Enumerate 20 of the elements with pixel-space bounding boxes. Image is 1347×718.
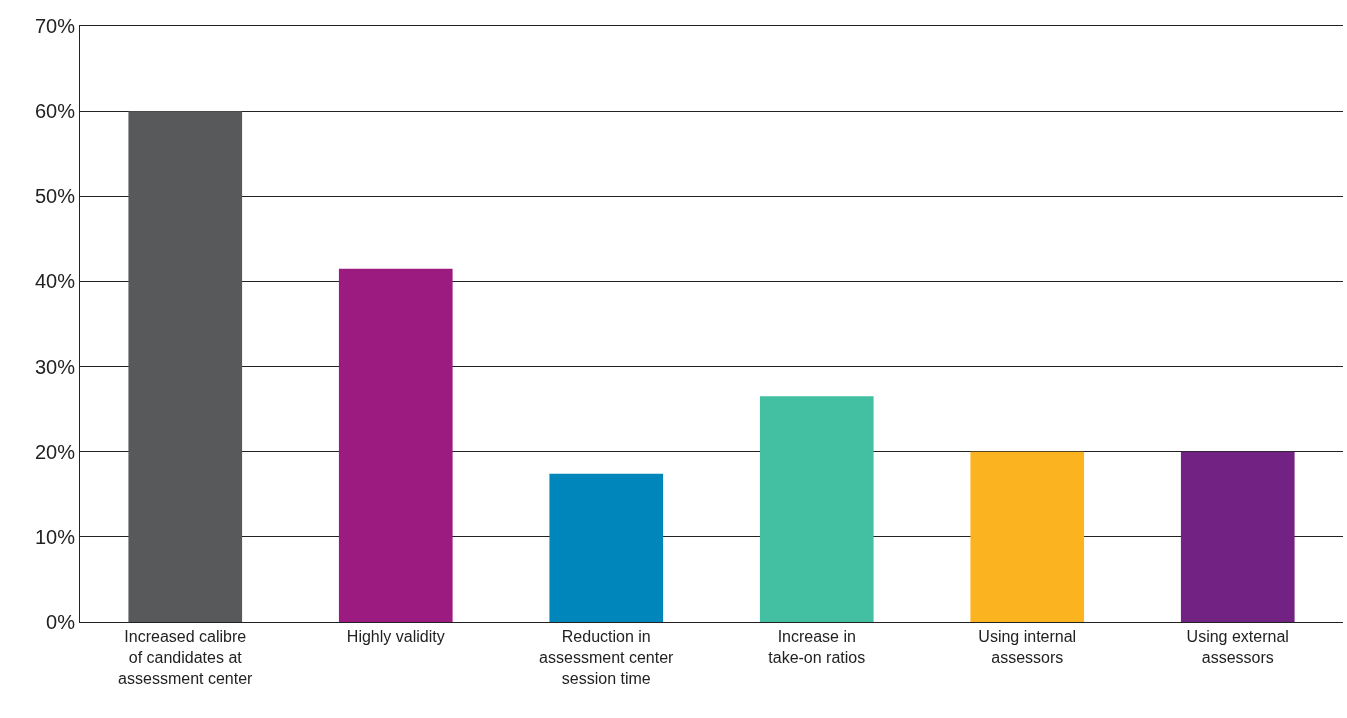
x-tick-label: Reduction in assessment center session time: [539, 628, 675, 687]
x-tick-label: Using internal assessors: [978, 628, 1077, 666]
x-tick-label: Highly validity: [346, 628, 445, 646]
bar: [338, 268, 453, 622]
y-tick-label: 20%: [34, 440, 76, 463]
y-tick-label: 60%: [34, 100, 76, 123]
bar: [759, 396, 874, 622]
y-tick-label: 70%: [34, 15, 76, 37]
bar: [549, 473, 664, 622]
y-tick-label: 30%: [34, 355, 76, 378]
x-tick-label: Using external assessors: [1186, 628, 1289, 666]
bar: [970, 451, 1085, 622]
bar: [1180, 451, 1295, 622]
x-tick-label: Increase in take-on ratios: [768, 628, 866, 666]
y-tick-label: 0%: [46, 611, 76, 633]
y-tick-label: 50%: [34, 185, 76, 208]
y-tick-label: 10%: [34, 525, 76, 548]
y-tick-label: 40%: [34, 270, 76, 293]
x-tick-label: Increased calibre of candidates at assessment center: [118, 628, 254, 687]
bar: [128, 111, 243, 622]
